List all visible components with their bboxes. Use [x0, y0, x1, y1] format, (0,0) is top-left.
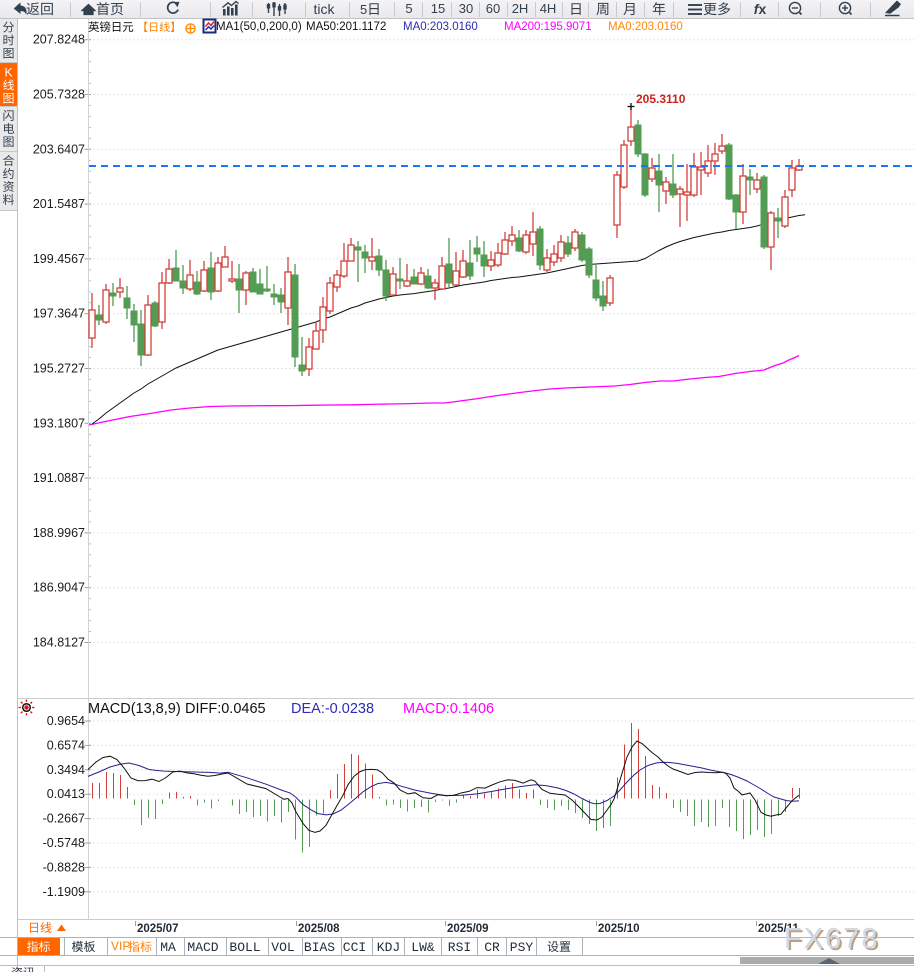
- svg-text:5: 5: [360, 2, 367, 17]
- svg-text:191.0887: 191.0887: [33, 471, 85, 485]
- svg-text:193.1807: 193.1807: [33, 416, 85, 430]
- svg-text:203.6407: 203.6407: [33, 142, 85, 156]
- svg-text:0.9654: 0.9654: [47, 714, 85, 728]
- svg-text:-0.5748: -0.5748: [43, 836, 85, 850]
- svg-text:201.5487: 201.5487: [33, 197, 85, 211]
- svg-text:207.8248: 207.8248: [33, 33, 85, 47]
- svg-text:205.3110: 205.3110: [636, 92, 686, 106]
- svg-text:197.3647: 197.3647: [33, 307, 85, 321]
- svg-text:0.3494: 0.3494: [47, 763, 85, 777]
- svg-text:186.9047: 186.9047: [33, 581, 85, 595]
- svg-text:-0.8828: -0.8828: [43, 860, 85, 874]
- svg-text:-0.2667: -0.2667: [43, 812, 85, 826]
- svg-text:199.4567: 199.4567: [33, 252, 85, 266]
- svg-text:-1.1909: -1.1909: [43, 885, 85, 899]
- svg-text:195.2727: 195.2727: [33, 362, 85, 376]
- svg-text:184.8127: 184.8127: [33, 636, 85, 650]
- svg-text:188.9967: 188.9967: [33, 526, 85, 540]
- svg-text:205.7328: 205.7328: [33, 88, 85, 102]
- svg-text:0.0413: 0.0413: [47, 787, 85, 801]
- svg-text:0.6574: 0.6574: [47, 738, 85, 752]
